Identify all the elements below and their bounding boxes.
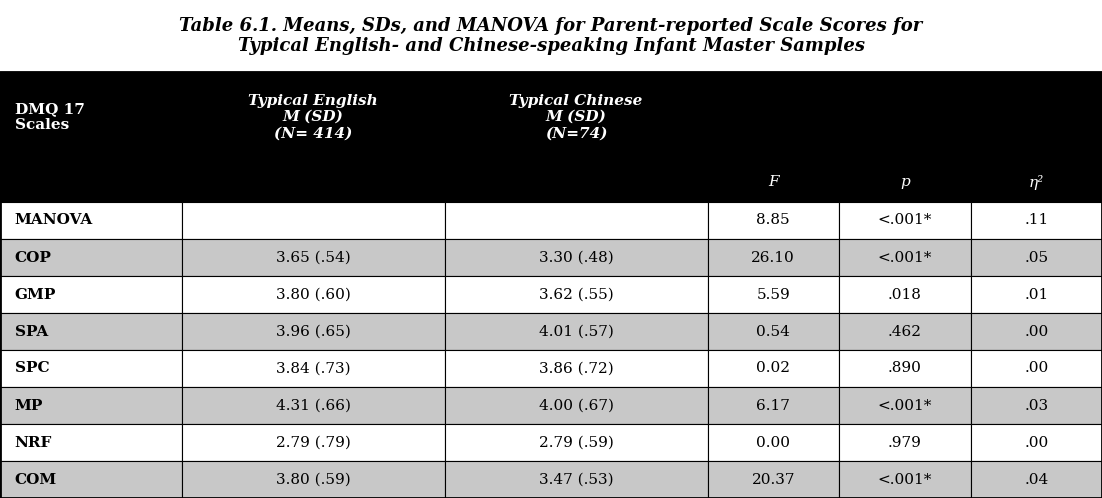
Text: SPA: SPA	[14, 325, 47, 339]
Text: 2.79 (.79): 2.79 (.79)	[276, 435, 350, 450]
Text: 0.00: 0.00	[756, 435, 790, 450]
Text: DMQ 17
Scales: DMQ 17 Scales	[14, 102, 85, 132]
Text: Table 6.1. Means, SDs, and MANOVA for Parent-reported Scale Scores for
Typical E: Table 6.1. Means, SDs, and MANOVA for Pa…	[180, 16, 922, 55]
Text: 0.54: 0.54	[756, 325, 790, 339]
Text: .11: .11	[1024, 214, 1048, 228]
Text: 6.17: 6.17	[756, 398, 790, 412]
Text: F: F	[768, 175, 779, 189]
Text: .890: .890	[888, 362, 921, 375]
Text: 4.00 (.67): 4.00 (.67)	[539, 398, 614, 412]
Text: GMP: GMP	[14, 287, 56, 301]
Text: 3.86 (.72): 3.86 (.72)	[539, 362, 614, 375]
Text: 3.80 (.59): 3.80 (.59)	[276, 473, 350, 487]
Text: <.001*: <.001*	[877, 250, 932, 264]
Text: 0.02: 0.02	[756, 362, 790, 375]
Text: MP: MP	[14, 398, 43, 412]
Text: <.001*: <.001*	[877, 473, 932, 487]
Text: COP: COP	[14, 250, 52, 264]
Text: COM: COM	[14, 473, 57, 487]
Text: .00: .00	[1024, 435, 1048, 450]
Text: Typical English
M (SD)
(N= 414): Typical English M (SD) (N= 414)	[248, 94, 378, 140]
Text: η²: η²	[1028, 174, 1044, 190]
Text: Typical Chinese
M (SD)
(N=74): Typical Chinese M (SD) (N=74)	[509, 94, 642, 140]
Text: 3.65 (.54): 3.65 (.54)	[276, 250, 350, 264]
Text: <.001*: <.001*	[877, 214, 932, 228]
Text: .05: .05	[1024, 250, 1048, 264]
Text: 2.79 (.59): 2.79 (.59)	[539, 435, 614, 450]
Text: .00: .00	[1024, 362, 1048, 375]
Text: 4.31 (.66): 4.31 (.66)	[276, 398, 350, 412]
Text: .04: .04	[1024, 473, 1048, 487]
Text: 3.30 (.48): 3.30 (.48)	[539, 250, 614, 264]
Text: 3.80 (.60): 3.80 (.60)	[276, 287, 350, 301]
Text: .01: .01	[1024, 287, 1048, 301]
Text: p: p	[900, 175, 909, 189]
Text: 3.84 (.73): 3.84 (.73)	[276, 362, 350, 375]
Text: 3.47 (.53): 3.47 (.53)	[539, 473, 614, 487]
Text: 20.37: 20.37	[752, 473, 795, 487]
Text: .03: .03	[1024, 398, 1048, 412]
Text: <.001*: <.001*	[877, 398, 932, 412]
Text: .018: .018	[888, 287, 921, 301]
Text: 3.96 (.65): 3.96 (.65)	[276, 325, 350, 339]
Text: MANOVA: MANOVA	[14, 214, 93, 228]
Text: .462: .462	[888, 325, 921, 339]
Text: 8.85: 8.85	[756, 214, 790, 228]
Text: 26.10: 26.10	[752, 250, 796, 264]
Text: .00: .00	[1024, 325, 1048, 339]
Text: 3.62 (.55): 3.62 (.55)	[539, 287, 614, 301]
Text: 4.01 (.57): 4.01 (.57)	[539, 325, 614, 339]
Text: SPC: SPC	[14, 362, 50, 375]
Text: .979: .979	[888, 435, 921, 450]
Text: 5.59: 5.59	[756, 287, 790, 301]
Text: NRF: NRF	[14, 435, 52, 450]
